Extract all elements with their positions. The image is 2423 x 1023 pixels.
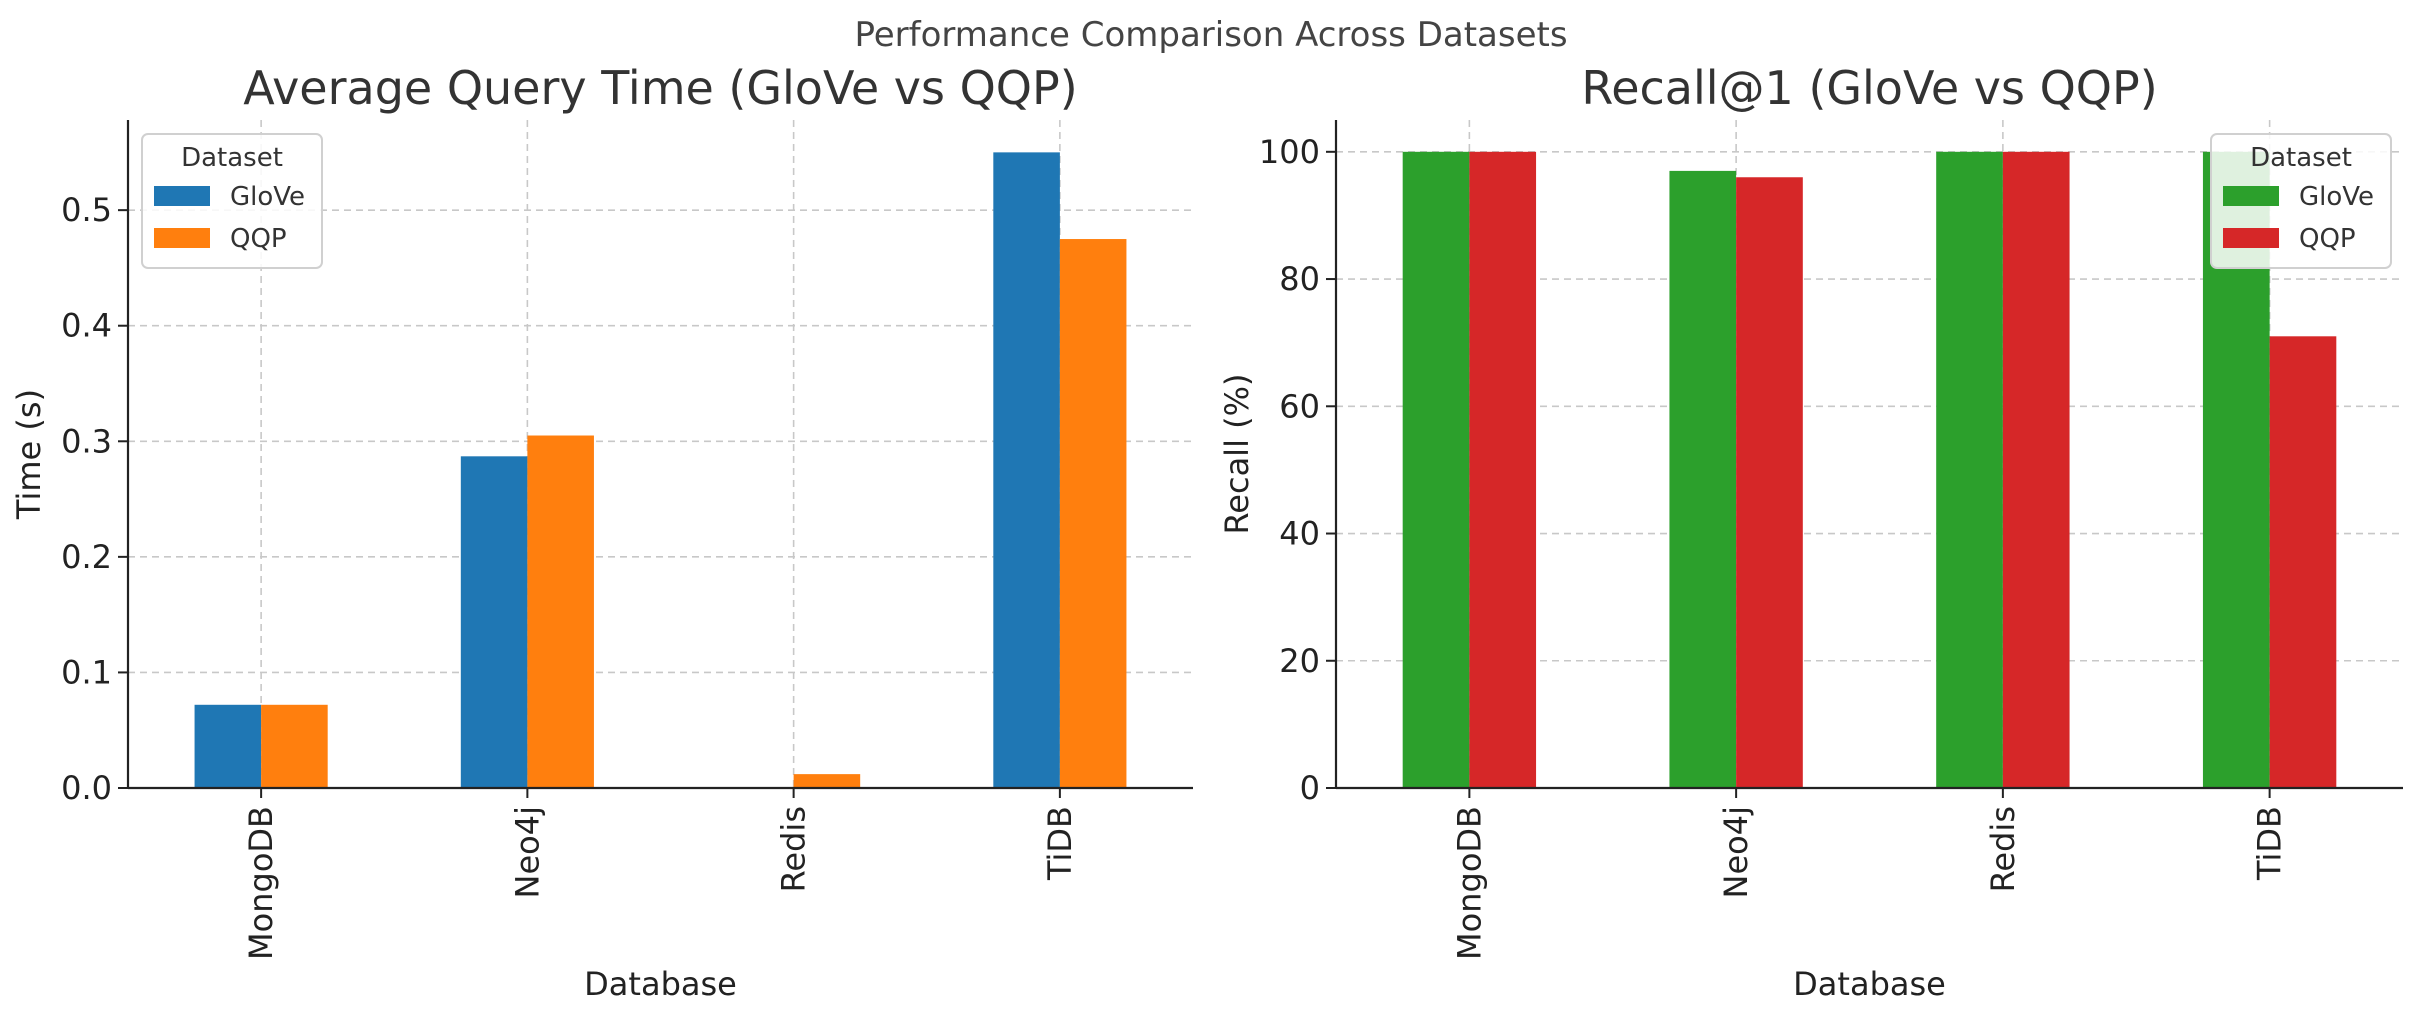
query-time-panel: Average Query Time (GloVe vs QQP) 0.0 0.1 0… xyxy=(10,61,1193,1003)
figure-suptitle: Performance Comparison Across Datasets xyxy=(854,15,1567,55)
legend-swatch-glove xyxy=(2223,186,2279,206)
bar-qqp-tidb xyxy=(2269,336,2337,788)
y-tick-label: 0.1 xyxy=(61,653,112,691)
bar-glove-tidb xyxy=(993,152,1060,788)
y-tick-label: 60 xyxy=(1279,387,1320,425)
x-tick-label: Redis xyxy=(1984,806,2022,892)
y-tick-label: 0.4 xyxy=(61,307,112,345)
x-tick-label: Neo4j xyxy=(1717,806,1755,898)
legend-label-glove: GloVe xyxy=(230,182,305,212)
y-tick-label: 40 xyxy=(1279,515,1320,553)
x-axis-label: Database xyxy=(584,965,737,1003)
legend-swatch-qqp xyxy=(2223,228,2279,248)
bar-qqp-redis xyxy=(2002,151,2070,789)
x-tick-label: Neo4j xyxy=(508,806,546,898)
bar-glove-mongodb xyxy=(194,704,262,788)
y-tick-label: 80 xyxy=(1279,260,1320,298)
x-tick-label: TiDB xyxy=(1041,806,1079,881)
bar-qqp-tidb xyxy=(1059,239,1127,788)
bar-glove-neo4j xyxy=(460,456,528,788)
bar-qqp-neo4j xyxy=(1736,177,1803,788)
legend-label-qqp: QQP xyxy=(2299,224,2356,254)
y-axis-label: Recall (%) xyxy=(1218,373,1256,534)
y-tick-label: 0.3 xyxy=(61,422,112,460)
y-tick-label: 0 xyxy=(1300,769,1320,807)
y-tick-label: 0.0 xyxy=(61,769,112,807)
x-tick-label: TiDB xyxy=(2251,806,2289,881)
panel-title: Average Query Time (GloVe vs QQP) xyxy=(243,61,1077,115)
y-tick-label: 20 xyxy=(1279,642,1320,680)
x-tick-label: MongoDB xyxy=(242,806,280,960)
legend: Dataset GloVe QQP xyxy=(141,133,323,269)
legend-label-glove: GloVe xyxy=(2299,182,2374,212)
recall-panel: Recall@1 (GloVe vs QQP) 0 20 40 60 80 100 Mongo… xyxy=(1218,61,2403,1003)
y-tick-label: 0.2 xyxy=(61,538,112,576)
x-axis-label: Database xyxy=(1793,965,1946,1003)
bar-qqp-redis xyxy=(793,774,861,788)
y-tick-label: 0.5 xyxy=(61,191,112,229)
x-tick-label: MongoDB xyxy=(1450,806,1488,960)
bar-qqp-mongodb xyxy=(1469,151,1537,789)
y-tick-label: 100 xyxy=(1259,133,1320,171)
bar-glove-neo4j xyxy=(1669,170,1737,788)
bar-glove-redis xyxy=(1936,151,2003,789)
bar-glove-mongodb xyxy=(1402,151,1470,789)
legend-title: Dataset xyxy=(2250,143,2352,173)
bar-qqp-neo4j xyxy=(527,435,594,788)
bar-qqp-mongodb xyxy=(261,704,328,788)
panel-title: Recall@1 (GloVe vs QQP) xyxy=(1581,61,2157,115)
y-axis-label: Time (s) xyxy=(10,389,48,520)
legend: Dataset GloVe QQP xyxy=(2210,133,2392,269)
legend-swatch-glove xyxy=(154,186,210,206)
legend-title: Dataset xyxy=(181,143,283,173)
legend-swatch-qqp xyxy=(154,228,210,248)
x-tick-label: Redis xyxy=(775,806,813,892)
legend-label-qqp: QQP xyxy=(230,224,287,254)
